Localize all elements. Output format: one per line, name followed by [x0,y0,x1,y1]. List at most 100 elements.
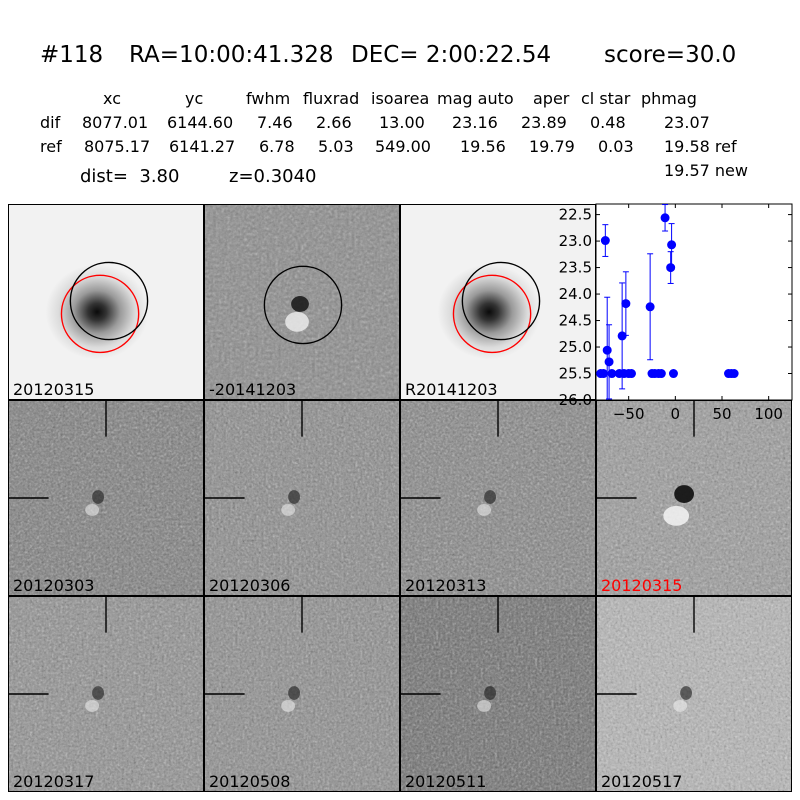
object-id: #118 [40,42,104,68]
x-tick-label: −50 [613,405,645,423]
cutout-date-label: 20120303 [13,576,95,595]
y-tick-label: 25.0 [559,338,592,356]
y-tick-label: 23.5 [559,259,592,277]
cutout-panel: 20120517 [596,596,792,792]
col-fwhm: fwhm [246,89,291,108]
dec-value: DEC= 2:00:22.54 [351,42,552,68]
light-curve-svg: 22.5 23.0 23.5 24.0 24.5 25.0 25.5 26.0 −50 0 50 10… [559,203,793,423]
cutout-date-label: 20120313 [405,576,487,595]
cutout-image [205,597,399,791]
dif-aper: 23.89 [521,113,567,132]
new-aperture-circle [461,261,541,341]
data-point [666,263,676,273]
data-point [667,240,677,250]
cutout-image [597,597,791,791]
cutout-panel: 20120315 [596,400,792,596]
aperture-circle [263,265,343,345]
score-value: score=30.0 [604,42,737,68]
cutout-image [9,597,203,791]
panel-reference-image: R20141203 [400,204,596,400]
redshift-value: z=0.3040 [229,166,317,187]
dif-xc: 8077.01 [82,113,149,132]
col-aper: aper [533,89,570,108]
x-tick-label: 50 [712,405,731,423]
cutout-panel: 20120303 [8,400,204,596]
cutout-grid: 20120315 -20141203 [8,204,792,792]
ref-yc: 6141.27 [169,137,236,156]
ref-fwhm: 6.78 [259,137,295,156]
dist-value: dist= 3.80 [80,166,180,187]
dif-mag-auto: 23.16 [452,113,498,132]
data-point [626,369,636,379]
dif-cl-star: 0.48 [590,113,626,132]
data-point [617,331,627,341]
row-ref-label: ref [40,137,62,156]
ref-fluxrad: 5.03 [318,137,354,156]
col-cl-star: cl star [581,89,631,108]
dif-yc: 6144.60 [167,113,234,132]
dif-isoarea: 13.00 [379,113,425,132]
panel-label: R20141203 [405,380,498,399]
data-point [729,369,739,379]
galaxy-image [401,205,595,399]
cutout-panel: 20120317 [8,596,204,792]
panel-difference-image: -20141203 [204,204,400,400]
data-point [645,302,655,312]
cutout-image [205,401,399,595]
data-point [660,213,670,223]
data-point [604,357,614,367]
panel-new-image: 20120315 [8,204,204,400]
ref-mag-auto: 19.56 [460,137,506,156]
row-dif-label: dif [40,113,61,132]
ref-cl-star: 0.03 [598,137,634,156]
data-point [668,369,678,379]
ref-aper: 19.79 [529,137,575,156]
col-yc: yc [185,89,204,108]
ref-phmag: 19.58 ref [664,137,737,156]
dif-phmag: 23.07 [664,113,710,132]
data-point [602,345,612,355]
cutout-date-label: 20120317 [13,772,95,791]
cutout-image [9,401,203,595]
y-tick-label: 24.5 [559,312,592,330]
ref-aperture-circle [60,274,140,354]
cutout-panel: 20120508 [204,596,400,792]
data-point [600,236,610,246]
cutout-date-label: 20120306 [209,576,291,595]
ref-isoarea: 549.00 [375,137,431,156]
cutout-date-label: 20120508 [209,772,291,791]
cutout-panel: 20120306 [204,400,400,596]
y-tick-label: 22.5 [559,206,592,224]
cutout-date-label: 20120511 [405,772,487,791]
cutout-date-label: 20120315 [601,576,683,595]
cutout-date-label: 20120517 [601,772,683,791]
x-tick-label: 0 [671,405,681,423]
ra-value: RA=10:00:41.328 [129,42,334,68]
col-xc: xc [103,89,121,108]
data-point [656,369,666,379]
x-tick-label: 100 [754,405,783,423]
ref-xc: 8075.17 [84,137,151,156]
col-mag-auto: mag auto [437,89,514,108]
cutout-image [597,401,791,595]
light-curve-plot: 22.5 23.0 23.5 24.0 24.5 25.0 25.5 26.0 −50 0 50 10… [559,203,793,423]
difference-image [205,205,399,399]
cutout-image [401,597,595,791]
dif-fwhm: 7.46 [257,113,293,132]
col-fluxrad: fluxrad [303,89,360,108]
col-isoarea: isoarea [371,89,430,108]
data-point [607,369,617,379]
data-point [621,299,631,309]
new-aperture-circle [69,261,149,341]
galaxy-image [9,205,203,399]
cutout-panel: 20120511 [400,596,596,792]
panel-label: 20120315 [13,380,95,399]
cutout-image [401,401,595,595]
y-tick-label: 25.5 [559,365,592,383]
col-phmag: phmag [641,89,697,108]
cutout-panel: 20120313 [400,400,596,596]
y-tick-label: 23.0 [559,232,592,250]
ref-aperture-circle [452,274,532,354]
y-tick-label: 24.0 [559,285,592,303]
panel-label: -20141203 [209,380,297,399]
